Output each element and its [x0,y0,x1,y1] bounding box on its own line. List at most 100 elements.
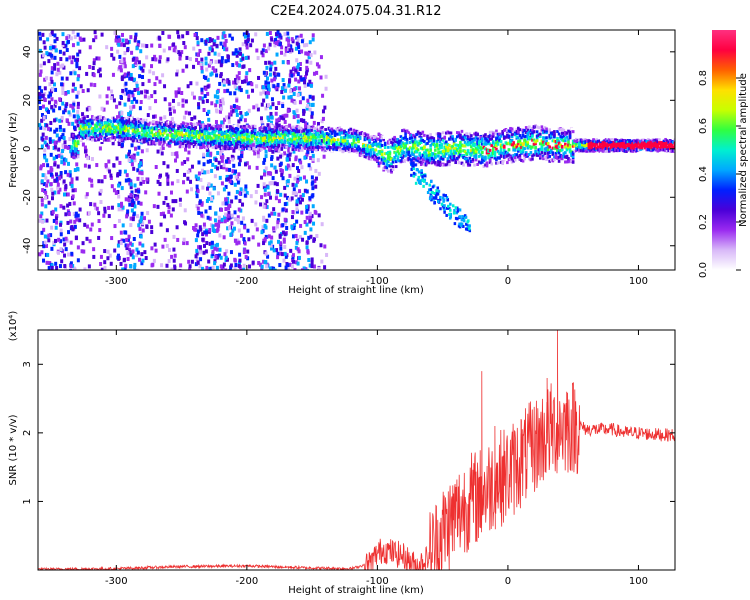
spectrogram-cell [260,102,264,107]
spectrogram-cell [263,192,267,197]
spectrogram-cell [343,147,346,151]
spectrogram-cell [131,255,135,260]
spectrogram-cell [48,139,52,144]
spectrogram-cell [236,79,240,84]
spectrogram-cell [303,121,307,126]
spectrogram-cell [241,126,244,130]
spectrogram-cell [244,55,248,60]
spectrogram-cell [256,183,260,188]
spectrogram-cell [263,237,267,242]
spectrogram-cell [139,123,143,127]
spectrogram-cell [230,154,234,159]
spectrogram-cell [278,42,282,47]
spectrogram-cell [103,265,107,270]
spectrogram-cell [107,86,111,91]
spectrogram-cell [74,235,78,240]
spectrogram-cell [166,181,170,186]
spectrogram-cell [293,137,296,141]
spectrogram-cell [172,127,176,132]
spectrogram-cell [323,244,327,249]
spectrogram-cell [61,32,65,37]
spectrogram-cell [272,207,276,212]
spectrogram-cell [310,125,313,129]
spectrogram-cell [48,32,52,37]
spectrogram-cell [288,137,291,141]
spectrogram-cell [280,86,284,91]
spectrogram-cell [311,146,315,150]
spectrogram-cell [103,175,107,180]
spectrogram-cell [250,137,254,141]
spectrogram-cell [305,137,309,141]
spectrogram-cell [45,183,49,188]
spectrogram-cell [303,80,307,85]
spectrogram-cell [451,156,454,160]
spectrogram-cell [92,38,96,43]
spectrogram-cell [129,192,133,197]
spectrogram-cell [95,135,99,139]
spectrogram-cell [424,148,428,152]
spectrogram-cell [94,131,97,135]
spectrogram-cell [257,260,261,265]
spectrogram-cell [295,179,299,184]
spectrogram-cell [246,137,249,141]
spectrogram-cell [87,131,91,135]
spectrogram-cell [277,132,280,136]
spectrogram-cell [121,38,125,43]
spectrogram-cell [167,128,171,132]
spectrogram-cell [224,255,228,260]
spectrogram-cell [290,215,294,220]
spectrogram-cell [84,136,88,140]
spectrogram-cell [379,152,382,156]
spectrogram-cell [232,148,236,153]
spectrogram-cell [133,262,137,267]
spectrogram-cell [189,81,193,86]
spectrogram-cell [271,138,274,142]
spectrogram-cell [258,148,262,152]
spectrogram-cell [174,93,178,98]
spectrogram-cell [246,33,250,38]
spectrogram-cell [50,79,54,84]
spectrogram-cell [287,148,291,153]
spectrogram-cell [377,132,381,136]
spectrogram-cell [292,72,296,77]
spectrogram-cell [170,127,174,131]
spectrogram-cell [250,129,254,133]
spectrogram-cell [235,61,239,66]
spectrogram-cell [228,137,232,141]
spectrogram-cell [217,253,221,258]
spectrogram-cell [111,130,114,134]
spectrogram-cell [327,145,331,149]
spectrogram-cell [229,250,233,255]
spectrogram-cell [197,142,201,146]
spectrogram-cell [220,147,224,152]
spectrogram-cell [292,66,296,71]
spectrogram-cell [103,249,107,254]
spectrogram-cell [296,93,300,98]
spectrogram-cell [222,139,226,143]
spectrogram-cell [468,132,472,136]
spectrogram-cell [312,238,316,243]
spectrogram-cell [387,141,390,145]
spectrogram-cell [59,127,63,132]
spectrogram-cell [282,143,285,147]
spectrogram-cell [119,241,123,246]
spectrogram-cell [127,132,130,136]
spectrogram-cell [214,144,218,148]
spectrogram-cell [134,130,138,134]
spectrogram-cell [64,192,68,197]
spectrogram-cell [246,256,250,261]
spectrogram-cell [237,263,241,268]
spectrogram-cell [58,136,62,141]
spectrogram-cell [235,189,239,194]
spectrogram-cell [311,157,315,162]
spectrogram-cell [306,82,310,87]
spectrogram-cell [430,156,434,160]
spectrogram-cell [476,143,479,147]
spectrogram-cell [219,128,223,132]
spectrogram-cell [197,210,201,215]
spectrogram-cell [299,194,303,199]
spectrogram-cell [289,89,293,94]
spectrogram-cell [150,263,154,268]
spectrogram-cell [297,142,301,146]
spectrogram-cell [394,153,398,157]
